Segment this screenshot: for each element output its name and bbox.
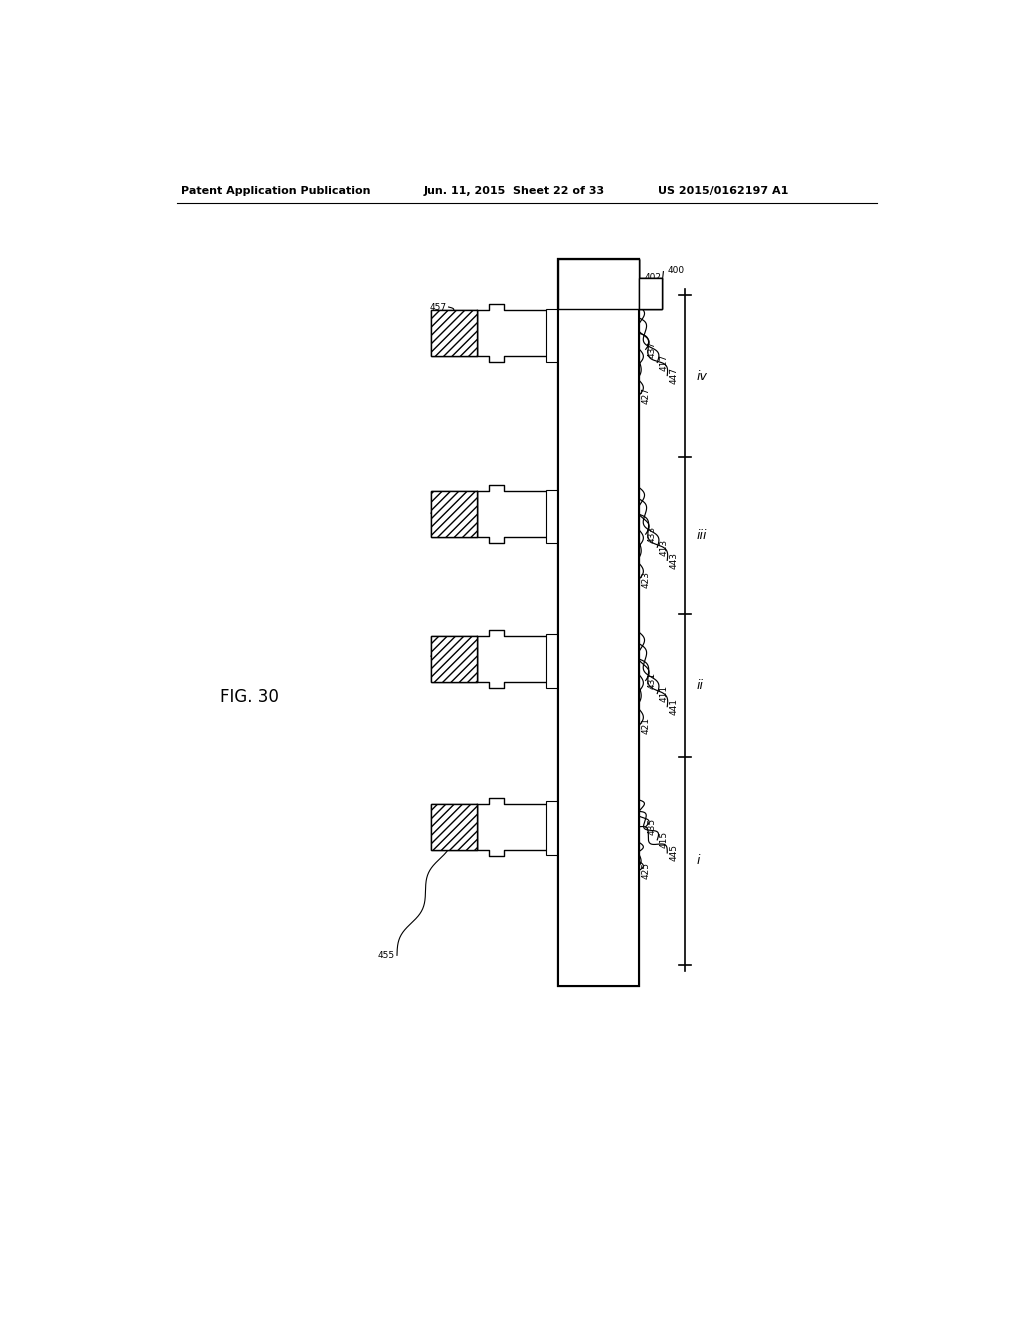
Text: ii: ii [696, 680, 703, 693]
Text: 431: 431 [648, 672, 657, 689]
Text: 445: 445 [670, 845, 679, 862]
Text: 433: 433 [648, 525, 657, 543]
Polygon shape [477, 630, 558, 688]
Text: 427: 427 [641, 387, 650, 404]
Text: 425: 425 [641, 862, 650, 879]
Text: 411: 411 [659, 685, 669, 702]
Bar [558, 259, 639, 986]
Text: Jun. 11, 2015  Sheet 22 of 33: Jun. 11, 2015 Sheet 22 of 33 [423, 186, 604, 195]
Text: i: i [696, 854, 700, 867]
Text: 455: 455 [378, 950, 394, 960]
Text: 447: 447 [670, 367, 679, 384]
Text: 415: 415 [659, 832, 669, 849]
Text: 400: 400 [668, 265, 685, 275]
Bar [547, 801, 558, 855]
Text: 409: 409 [628, 417, 636, 434]
Bar [431, 310, 477, 356]
Text: 407: 407 [628, 891, 636, 908]
Bar [431, 491, 477, 537]
Text: iii: iii [696, 529, 707, 543]
Bar [431, 636, 477, 682]
Bar [558, 259, 639, 309]
Text: 457: 457 [429, 302, 446, 312]
Polygon shape [477, 304, 558, 363]
Bar [431, 804, 477, 850]
Bar [547, 309, 558, 363]
Text: 437: 437 [648, 341, 657, 358]
Bar [558, 259, 639, 309]
Bar [431, 310, 477, 356]
Text: 403: 403 [628, 744, 636, 762]
Bar [639, 277, 662, 309]
Text: 443: 443 [670, 552, 679, 569]
Text: 423: 423 [641, 572, 650, 589]
Text: 402: 402 [645, 273, 662, 282]
Text: 451: 451 [429, 651, 446, 660]
Text: 413: 413 [659, 539, 669, 556]
Bar [558, 259, 639, 986]
Text: 421: 421 [641, 717, 650, 734]
Bar [639, 277, 662, 309]
Bar [558, 259, 639, 309]
Text: 405: 405 [628, 599, 636, 616]
Polygon shape [477, 484, 558, 544]
Bar [547, 635, 558, 688]
Text: 417: 417 [659, 354, 669, 371]
Bar [639, 277, 662, 309]
Bar [431, 491, 477, 537]
Text: Patent Application Publication: Patent Application Publication [180, 186, 370, 195]
Text: 441: 441 [670, 698, 679, 715]
Text: 453: 453 [429, 508, 446, 517]
Bar [431, 636, 477, 682]
Polygon shape [477, 797, 558, 857]
Bar [547, 490, 558, 544]
Text: US 2015/0162197 A1: US 2015/0162197 A1 [658, 186, 788, 195]
Text: 435: 435 [648, 818, 657, 836]
Bar [431, 804, 477, 850]
Text: FIG. 30: FIG. 30 [220, 689, 280, 706]
Bar [558, 259, 639, 986]
Text: iv: iv [696, 370, 708, 383]
